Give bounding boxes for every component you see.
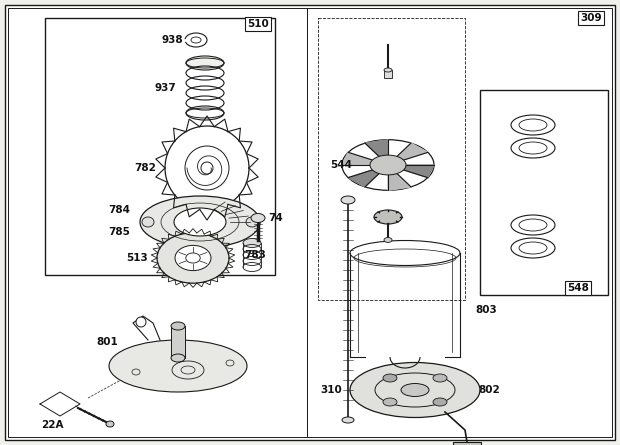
Text: eReplacementParts.com: eReplacementParts.com: [238, 223, 382, 236]
Polygon shape: [365, 140, 388, 157]
Ellipse shape: [350, 363, 480, 417]
Text: 802: 802: [478, 385, 500, 395]
Text: 510: 510: [247, 19, 269, 29]
Ellipse shape: [174, 208, 226, 236]
Ellipse shape: [136, 317, 146, 327]
Bar: [307, 8, 612, 437]
Ellipse shape: [109, 340, 247, 392]
Text: 513: 513: [126, 253, 148, 263]
Text: 22A: 22A: [41, 420, 63, 430]
Ellipse shape: [370, 155, 406, 175]
Ellipse shape: [106, 421, 114, 427]
Ellipse shape: [140, 196, 260, 248]
Ellipse shape: [171, 354, 185, 362]
Polygon shape: [40, 392, 80, 416]
Text: 783: 783: [244, 250, 266, 260]
Ellipse shape: [383, 398, 397, 406]
Polygon shape: [397, 143, 428, 160]
Polygon shape: [404, 165, 434, 178]
Ellipse shape: [384, 238, 392, 243]
Ellipse shape: [342, 417, 354, 423]
Text: 782: 782: [134, 163, 156, 173]
Ellipse shape: [246, 217, 258, 227]
Ellipse shape: [341, 196, 355, 204]
Text: 309: 309: [580, 13, 602, 23]
Ellipse shape: [401, 384, 429, 396]
Ellipse shape: [383, 374, 397, 382]
Text: 310: 310: [321, 385, 342, 395]
Text: 544: 544: [330, 160, 352, 170]
Bar: [8, 8, 307, 437]
Ellipse shape: [157, 233, 229, 283]
Bar: [318, 18, 465, 300]
Text: 548: 548: [567, 283, 589, 293]
Ellipse shape: [142, 217, 154, 227]
Text: 74: 74: [268, 213, 283, 223]
Text: 938: 938: [161, 35, 183, 45]
Ellipse shape: [243, 239, 261, 247]
Ellipse shape: [350, 240, 460, 266]
Text: 785: 785: [108, 227, 130, 237]
Ellipse shape: [433, 398, 447, 406]
Polygon shape: [388, 174, 411, 190]
Ellipse shape: [186, 58, 224, 68]
Bar: [480, 90, 608, 295]
Ellipse shape: [171, 322, 185, 330]
Text: 784: 784: [108, 205, 130, 215]
Ellipse shape: [186, 108, 224, 118]
Text: 803: 803: [475, 305, 497, 315]
Text: 801: 801: [96, 337, 118, 347]
Polygon shape: [348, 170, 379, 187]
Ellipse shape: [165, 126, 249, 210]
Text: 937: 937: [154, 83, 176, 93]
Bar: [171, 326, 185, 358]
Bar: [384, 70, 392, 78]
Ellipse shape: [384, 68, 392, 72]
Bar: [453, 442, 481, 445]
Polygon shape: [342, 152, 373, 165]
Bar: [45, 18, 275, 275]
Ellipse shape: [433, 374, 447, 382]
Ellipse shape: [251, 214, 265, 222]
Ellipse shape: [175, 245, 211, 271]
Ellipse shape: [374, 210, 402, 224]
